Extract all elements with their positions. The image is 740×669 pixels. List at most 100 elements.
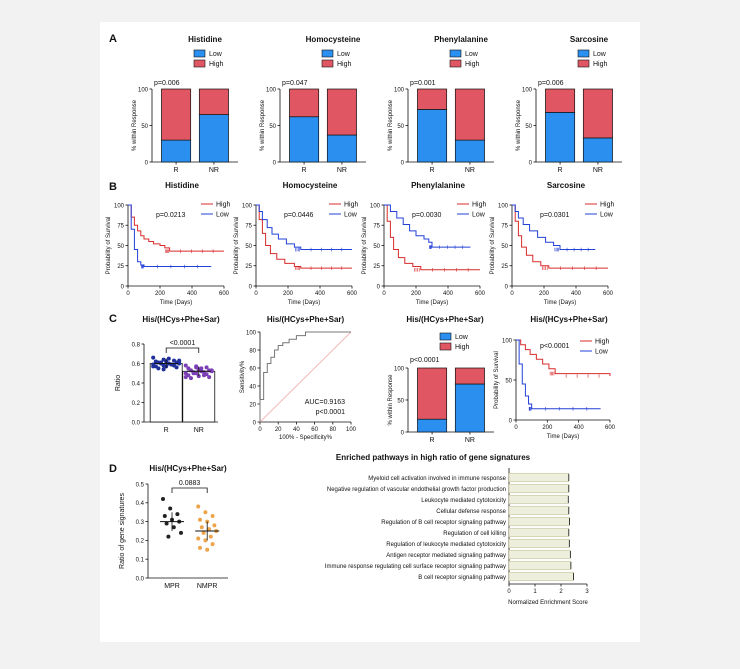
d-enrichment-x-tick-label: 1 <box>533 589 537 595</box>
c-ratio-point-NR <box>209 368 214 373</box>
c-ratio-point-R <box>151 364 156 369</box>
d-ratio-point-NMPR <box>196 536 201 541</box>
c-km-ylabel: Probability of Survival <box>494 351 500 409</box>
a-phenylalanine-title: Phenylalanine <box>434 35 488 44</box>
d-ratio-y-tick-label: 0.1 <box>136 558 145 564</box>
c-km-y-tick-label: 0 <box>509 418 513 424</box>
c-km-legend-high-label: High <box>595 339 610 346</box>
c-ratio-point-NR <box>191 371 196 376</box>
c-ratio-y-tick-label: 0.2 <box>132 401 141 407</box>
c-ratio-point-R <box>177 358 182 363</box>
b-sarcosine-xlabel: Time (Days) <box>544 300 576 306</box>
a-homocysteine-bar-low-R <box>289 116 320 163</box>
a-histidine-category-label: NR <box>209 167 219 174</box>
a-sarcosine-ylabel: % within Response <box>516 99 522 151</box>
a-homocysteine-y-tick-label: 0 <box>273 160 277 166</box>
b-phenylalanine-legend-low-label: Low <box>472 212 486 219</box>
c-ratio-y-tick-label: 0.0 <box>132 420 141 426</box>
b-histidine-x-tick-label: 200 <box>155 291 166 297</box>
b-homocysteine-ylabel: Probability of Survival <box>234 217 240 275</box>
b-sarcosine-curve-low <box>512 204 596 251</box>
b-phenylalanine-x-tick-label: 0 <box>382 291 386 297</box>
a-histidine-bar-low-NR <box>198 114 229 163</box>
d-ratio-point-MPR <box>171 525 176 530</box>
b-histidine-y-tick-label: 50 <box>117 244 124 250</box>
b-phenylalanine-curve-high <box>384 204 480 271</box>
b-histidine-curve-low <box>128 204 212 268</box>
c-roc-x-tick-label: 20 <box>275 427 282 433</box>
b-sarcosine-x-tick-label: 400 <box>571 291 582 297</box>
figure-panel: A B C D Histidine% within Response 0 50 100 R NR p… <box>100 22 640 642</box>
b-homocysteine-x-tick-label: 400 <box>315 291 326 297</box>
c-roc-y-tick-label: 40 <box>249 384 256 390</box>
b-histidine-x-tick-label: 400 <box>187 291 198 297</box>
c-stacked-legend-high-swatch <box>439 342 452 351</box>
c-km-x-tick-label: 0 <box>514 425 518 431</box>
d-enrichment-x-tick-label: 2 <box>559 589 563 595</box>
b-sarcosine-y-tick-label: 100 <box>498 203 509 209</box>
d-ratio-point-MPR <box>161 497 165 502</box>
a-homocysteine-title: Homocysteine <box>306 35 361 44</box>
b-sarcosine-x-tick-label: 600 <box>603 291 614 297</box>
b-homocysteine-y-tick-label: 100 <box>242 203 253 209</box>
c-stacked-ylabel: % within Response <box>388 374 394 426</box>
c-stacked-p-value: p<0.0001 <box>410 357 439 364</box>
a-histidine-y-tick-label: 0 <box>145 160 149 166</box>
b-sarcosine-curve-high <box>512 204 608 269</box>
c-roc-y-tick-label: 0 <box>253 420 257 426</box>
d-ratio-y-tick-label: 0.0 <box>136 576 145 582</box>
b-phenylalanine-x-tick-label: 600 <box>475 291 486 297</box>
c-km-legend-low-label: Low <box>595 349 609 356</box>
d-enrichment-bar <box>508 549 571 560</box>
c-km-curve-low <box>516 339 601 410</box>
b-sarcosine-legend-low-label: Low <box>600 212 614 219</box>
b-sarcosine-ylabel: Probability of Survival <box>490 217 496 275</box>
a-histidine-category-label: R <box>174 167 179 174</box>
a-homocysteine-legend-high-label: High <box>337 61 352 68</box>
c-ratio-point-NR <box>188 376 193 381</box>
d-ratio-point-MPR <box>164 521 169 526</box>
d-ratio-y-tick-label: 0.3 <box>136 520 145 526</box>
b-homocysteine-p-value: p=0.0446 <box>284 212 313 219</box>
a-sarcosine-y-tick-label: 50 <box>525 124 532 130</box>
b-homocysteine-y-tick-label: 50 <box>245 244 252 250</box>
d-ratio-y-tick-label: 0.4 <box>136 501 145 507</box>
c-ratio-bar-R <box>149 363 183 423</box>
d-ratio-point-MPR <box>168 506 173 511</box>
b-homocysteine-x-tick-label: 200 <box>283 291 294 297</box>
c-roc-p-value: p<0.0001 <box>316 409 345 416</box>
b-histidine-ylabel: Probability of Survival <box>106 217 112 275</box>
a-homocysteine-ylabel: % within Response <box>260 99 266 151</box>
a-sarcosine-category-label: NR <box>593 167 603 174</box>
d-ratio-point-NMPR <box>198 545 202 550</box>
c-km-y-tick-label: 50 <box>505 378 512 384</box>
c-ratio-point-NR <box>199 366 204 371</box>
b-sarcosine-p-value: p=0.0301 <box>540 212 569 219</box>
d-enrichment-bar <box>508 560 572 571</box>
d-enrichment-pathway-label: Regulation of cell killing <box>443 531 506 537</box>
a-phenylalanine-y-tick-label: 0 <box>401 160 405 166</box>
c-roc-y-tick-label: 80 <box>249 348 256 354</box>
c-ratio-p-value: <0.0001 <box>170 340 196 347</box>
b-homocysteine-legend-low-label: Low <box>344 212 358 219</box>
panel-label-c: C <box>109 313 117 325</box>
d-ratio-point-NMPR <box>207 527 211 532</box>
d-ratio-point-MPR <box>179 530 183 535</box>
d-ratio-point-NMPR <box>196 504 201 509</box>
d-enrichment-pathway-label: Antigen receptor mediated signaling path… <box>386 553 506 559</box>
b-homocysteine-x-tick-label: 600 <box>347 291 358 297</box>
a-phenylalanine-bar-low-R <box>417 109 448 163</box>
a-homocysteine-y-tick-label: 100 <box>266 87 277 93</box>
a-homocysteine-p-value: p=0.047 <box>282 80 308 87</box>
a-sarcosine-bar-high-NR <box>582 88 613 139</box>
a-histidine-legend-high-label: High <box>209 61 224 68</box>
d-enrichment-xlabel: Normalized Enrichment Score <box>508 600 588 606</box>
c-ratio-point-R <box>161 367 166 372</box>
a-sarcosine-bar-low-NR <box>582 137 613 163</box>
b-sarcosine-x-tick-label: 0 <box>510 291 514 297</box>
a-phenylalanine-ylabel: % within Response <box>388 99 394 151</box>
a-phenylalanine-category-label: NR <box>465 167 475 174</box>
a-histidine-y-tick-label: 50 <box>141 124 148 130</box>
a-phenylalanine-legend-high-label: High <box>465 61 480 68</box>
